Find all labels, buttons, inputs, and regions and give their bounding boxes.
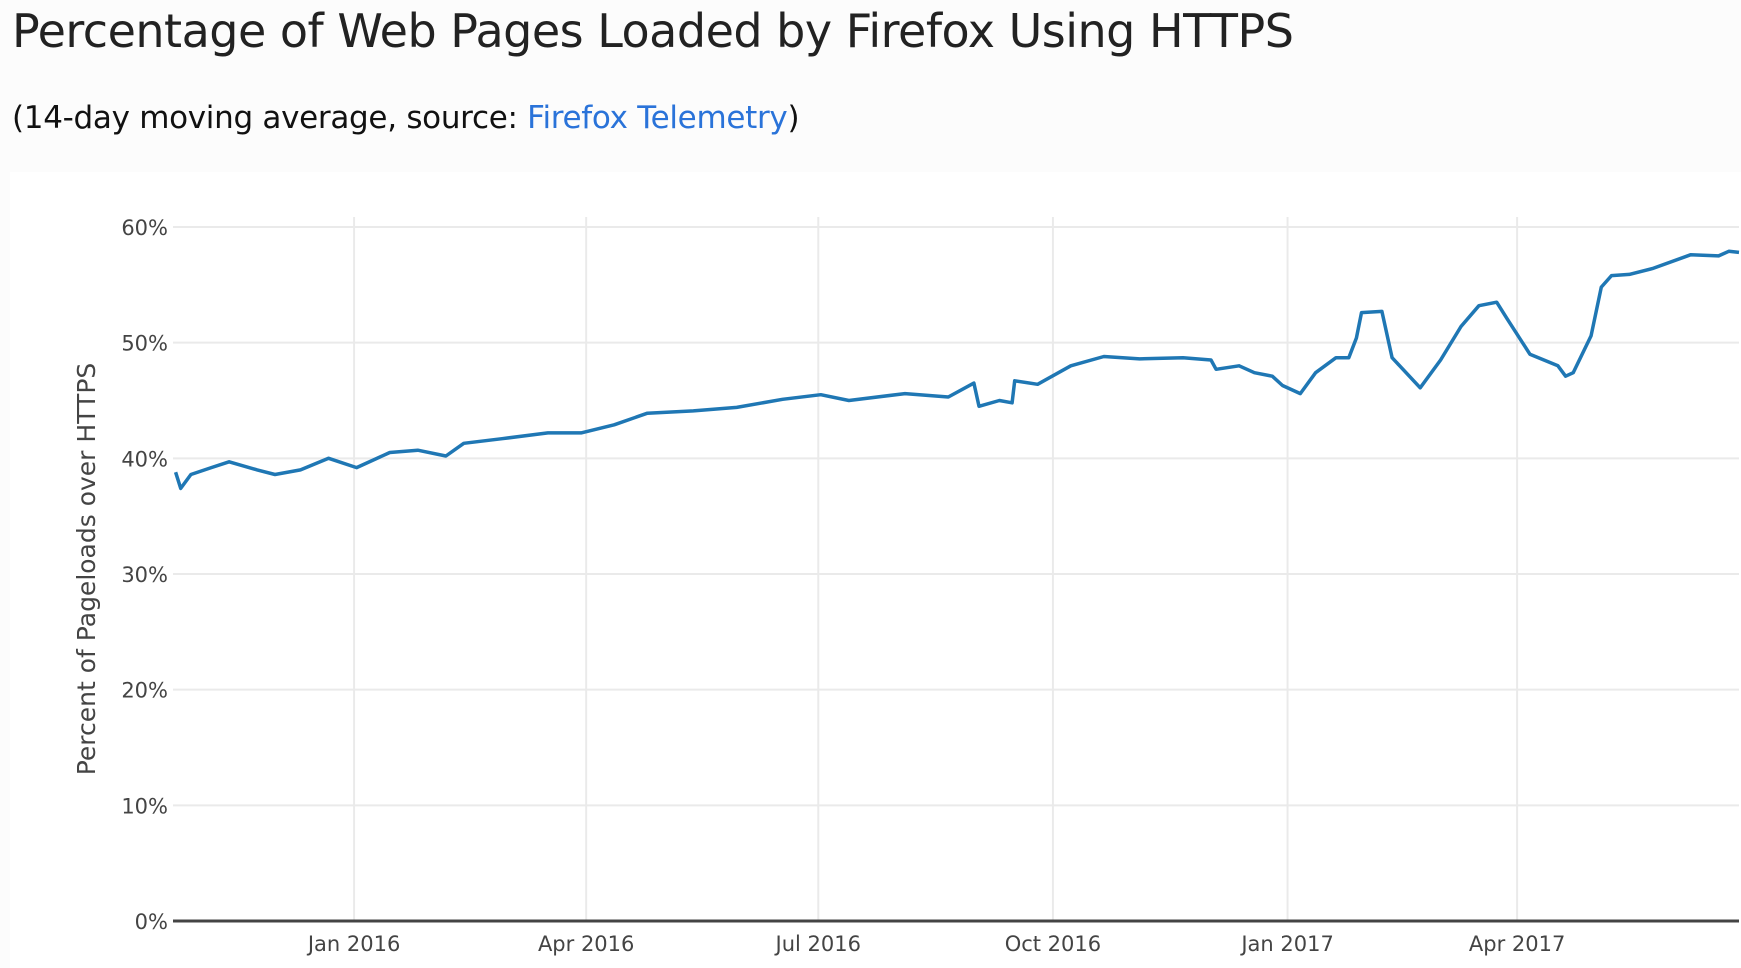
subtitle-suffix: ) bbox=[787, 100, 800, 136]
page-title: Percentage of Web Pages Loaded by Firefo… bbox=[12, 4, 1294, 58]
x-tick-label: Apr 2017 bbox=[1469, 932, 1565, 956]
x-axis-ticks: Jan 2016 Apr 2016 Jul 2016 Oct 2016 Jan 2017… bbox=[306, 932, 1565, 956]
subtitle-prefix: (14-day moving average, source: bbox=[12, 100, 528, 136]
series-line bbox=[173, 249, 1740, 491]
y-tick-label: 60% bbox=[121, 216, 168, 240]
y-tick-label: 50% bbox=[121, 332, 168, 356]
x-tick-label: Jan 2017 bbox=[1239, 932, 1334, 956]
y-tick-label: 40% bbox=[121, 447, 168, 471]
gridlines bbox=[173, 217, 1739, 921]
y-tick-label: 20% bbox=[121, 679, 168, 703]
y-axis-ticks: 0% 10% 20% 30% 40% 50% 60% bbox=[121, 216, 168, 934]
subtitle: (14-day moving average, source: Firefox … bbox=[12, 100, 800, 136]
y-tick-label: 0% bbox=[135, 910, 168, 934]
x-tick-label: Jul 2016 bbox=[774, 932, 861, 956]
y-axis-title: Percent of Pageloads over HTTPS bbox=[72, 363, 101, 776]
chart-panel bbox=[10, 172, 1741, 968]
x-tick-label: Jan 2016 bbox=[306, 932, 401, 956]
x-tick-label: Apr 2016 bbox=[538, 932, 634, 956]
firefox-telemetry-link[interactable]: Firefox Telemetry bbox=[527, 100, 788, 136]
y-tick-label: 10% bbox=[121, 794, 168, 818]
x-tick-label: Oct 2016 bbox=[1005, 932, 1101, 956]
y-tick-label: 30% bbox=[121, 563, 168, 587]
